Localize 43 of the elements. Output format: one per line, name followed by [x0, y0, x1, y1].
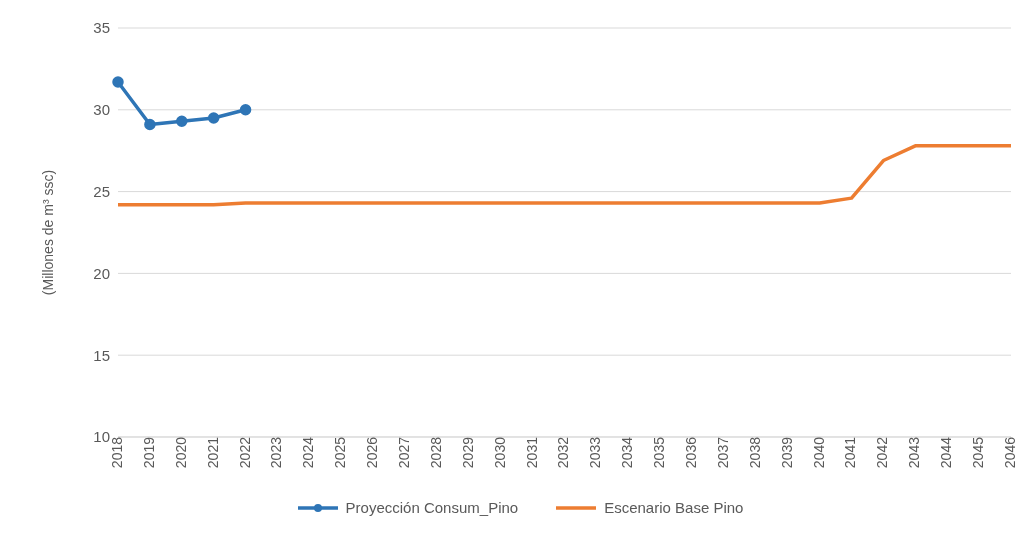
x-tick-label: 2034 [619, 436, 636, 469]
point [207, 112, 220, 124]
y-tick-label: 10 [93, 428, 110, 446]
x-tick-label: 2039 [778, 436, 795, 469]
x-tick-label: 2022 [236, 436, 253, 469]
x-tick-label: 2032 [555, 436, 572, 469]
x-tick-label: 2042 [874, 436, 891, 469]
x-tick-label: 2021 [204, 436, 221, 469]
x-tick-label: 2046 [1001, 436, 1018, 469]
y-tick-label: 15 [93, 346, 110, 364]
x-tick-label: 2030 [491, 436, 508, 469]
x-tick-label: 2045 [970, 436, 987, 469]
x-tick-label: 2024 [300, 436, 317, 469]
y-tick-label: 20 [93, 264, 110, 282]
x-tick-label: 2026 [364, 436, 381, 469]
x-tick-label: 2025 [332, 436, 349, 469]
x-tick-label: 2023 [268, 436, 285, 469]
point [144, 118, 156, 131]
x-tick-label: 2033 [587, 436, 604, 469]
x-tick-label: 2029 [459, 436, 476, 469]
x-tick-label: 2028 [427, 436, 444, 469]
x-tick-label: 2036 [683, 436, 700, 469]
legend-label: Escenario Base Pino [604, 499, 744, 516]
x-tick-label: 2040 [810, 436, 827, 469]
x-tick-label: 2027 [395, 436, 412, 469]
x-tick-label: 2037 [714, 436, 731, 469]
y-tick-label: 25 [93, 182, 110, 200]
y-tick-label: 30 [93, 101, 110, 119]
x-tick-label: 2038 [746, 436, 763, 469]
y-axis-title: (Millones de m³ ssc) [39, 169, 56, 296]
x-tick-label: 2019 [140, 436, 157, 469]
legend-label: Proyección Consum_Pino [345, 499, 519, 516]
y-tick-label: 35 [93, 19, 110, 37]
point [112, 76, 124, 88]
x-tick-label: 2035 [651, 436, 668, 469]
x-tick-label: 2044 [938, 436, 955, 469]
x-tick-label: 2041 [842, 436, 859, 469]
point [239, 104, 252, 116]
x-tick-label: 2043 [906, 436, 923, 469]
point [176, 115, 188, 127]
x-tick-label: 2020 [172, 436, 189, 469]
line-series [116, 144, 1013, 207]
x-tick-label: 2031 [523, 436, 540, 469]
